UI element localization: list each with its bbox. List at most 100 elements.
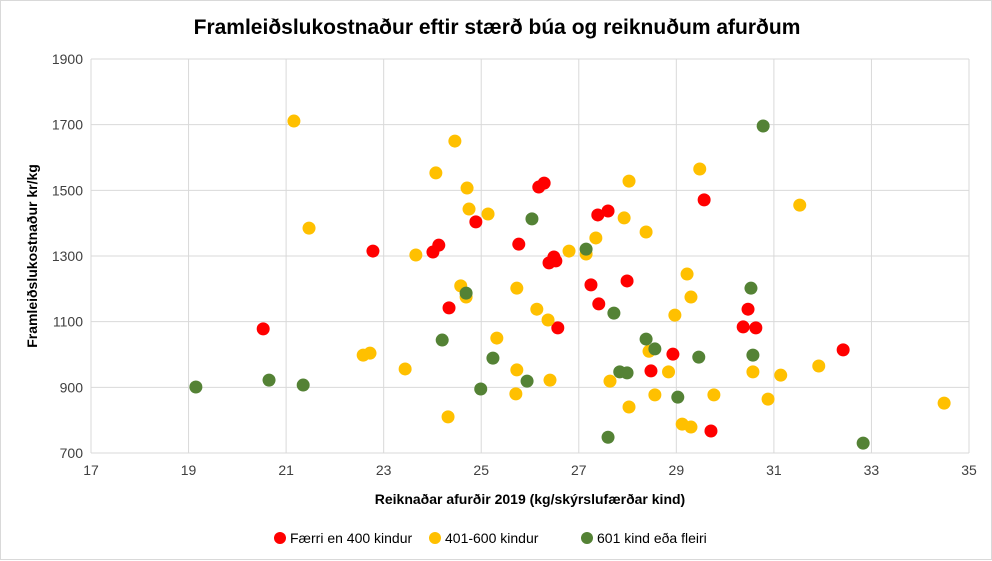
data-point (520, 374, 534, 388)
data-point (662, 365, 676, 379)
gridlines (90, 58, 970, 454)
data-point (774, 368, 788, 382)
y-tick-label: 1700 (52, 117, 83, 133)
data-point (680, 267, 694, 281)
data-point (441, 410, 455, 424)
x-tick-label: 17 (83, 462, 99, 478)
x-tick-label: 31 (766, 462, 782, 478)
data-point (704, 424, 718, 438)
data-point (432, 238, 446, 252)
x-tick-label: 21 (278, 462, 294, 478)
data-point (363, 346, 377, 360)
x-tick-label: 29 (669, 462, 685, 478)
data-point (543, 373, 557, 387)
data-point (435, 333, 449, 347)
data-point (469, 215, 483, 229)
chart-title: Framleiðslukostnaður eftir stærð búa og … (194, 16, 801, 39)
data-point (761, 392, 775, 406)
data-point (481, 207, 495, 221)
data-point (459, 286, 473, 300)
data-point (462, 202, 476, 216)
data-point (296, 378, 310, 392)
data-point (668, 308, 682, 322)
data-point (460, 181, 474, 195)
data-point (541, 313, 555, 327)
data-point (648, 388, 662, 402)
data-point (287, 114, 301, 128)
data-point (620, 366, 634, 380)
tick-labels: 17 19 21 23 25 27 29 31 33 35 700 900 1100 1300 1500 17… (52, 51, 977, 478)
data-point (584, 278, 598, 292)
legend-marker (274, 532, 286, 544)
data-point (648, 342, 662, 356)
data-point (589, 231, 603, 245)
data-point (746, 365, 760, 379)
x-tick-label: 35 (961, 462, 977, 478)
x-tick-label: 23 (376, 462, 392, 478)
data-point (736, 320, 750, 334)
y-tick-label: 1500 (52, 182, 83, 198)
data-point (707, 388, 721, 402)
data-point (398, 362, 412, 376)
data-point (603, 374, 617, 388)
data-point (486, 351, 500, 365)
data-point (601, 430, 615, 444)
data-point (490, 331, 504, 345)
data-point (601, 204, 615, 218)
data-point (525, 212, 539, 226)
data-point (409, 248, 423, 262)
data-point (836, 343, 850, 357)
y-tick-label: 700 (60, 445, 84, 461)
data-point (442, 301, 456, 315)
data-point (256, 322, 270, 336)
data-point (639, 332, 653, 346)
data-point (671, 390, 685, 404)
x-tick-label: 33 (864, 462, 880, 478)
data-point (512, 237, 526, 251)
data-point (666, 347, 680, 361)
data-point (856, 436, 870, 450)
legend-marker (581, 532, 593, 544)
data-point (622, 400, 636, 414)
data-point (537, 176, 551, 190)
data-point (620, 274, 634, 288)
x-tick-label: 27 (571, 462, 587, 478)
legend-label: 401-600 kindur (445, 530, 539, 546)
data-point (366, 244, 380, 258)
data-point (448, 134, 462, 148)
data-point (793, 198, 807, 212)
data-point (744, 281, 758, 295)
data-point (741, 302, 755, 316)
data-point (592, 297, 606, 311)
data-point (509, 387, 523, 401)
data-point (639, 225, 653, 239)
data-point (510, 281, 524, 295)
data-point (812, 359, 826, 373)
y-axis-label: Framleiðslukostnaður kr/kg (24, 164, 40, 348)
data-point (622, 174, 636, 188)
x-tick-label: 25 (473, 462, 489, 478)
legend-label: Færri en 400 kindur (290, 530, 413, 546)
y-tick-label: 1100 (53, 314, 83, 330)
data-point (644, 364, 658, 378)
data-point (262, 373, 276, 387)
legend-marker (429, 532, 441, 544)
data-point (697, 193, 711, 207)
data-point (562, 244, 576, 258)
data-point (746, 348, 760, 362)
data-point (617, 211, 631, 225)
data-point (530, 302, 544, 316)
data-point (684, 420, 698, 434)
data-point (693, 162, 707, 176)
data-point (756, 119, 770, 133)
data-point (684, 290, 698, 304)
legend: Færri en 400 kindur 401-600 kindur 601 kin… (274, 530, 707, 546)
y-tick-label: 1900 (52, 51, 83, 67)
data-point (549, 254, 563, 268)
x-axis-label: Reiknaðar afurðir 2019 (kg/skýrslufærðar… (375, 491, 685, 507)
data-point (189, 380, 203, 394)
data-point (692, 350, 706, 364)
data-point (429, 166, 443, 180)
data-point (474, 382, 488, 396)
data-point (551, 321, 565, 335)
